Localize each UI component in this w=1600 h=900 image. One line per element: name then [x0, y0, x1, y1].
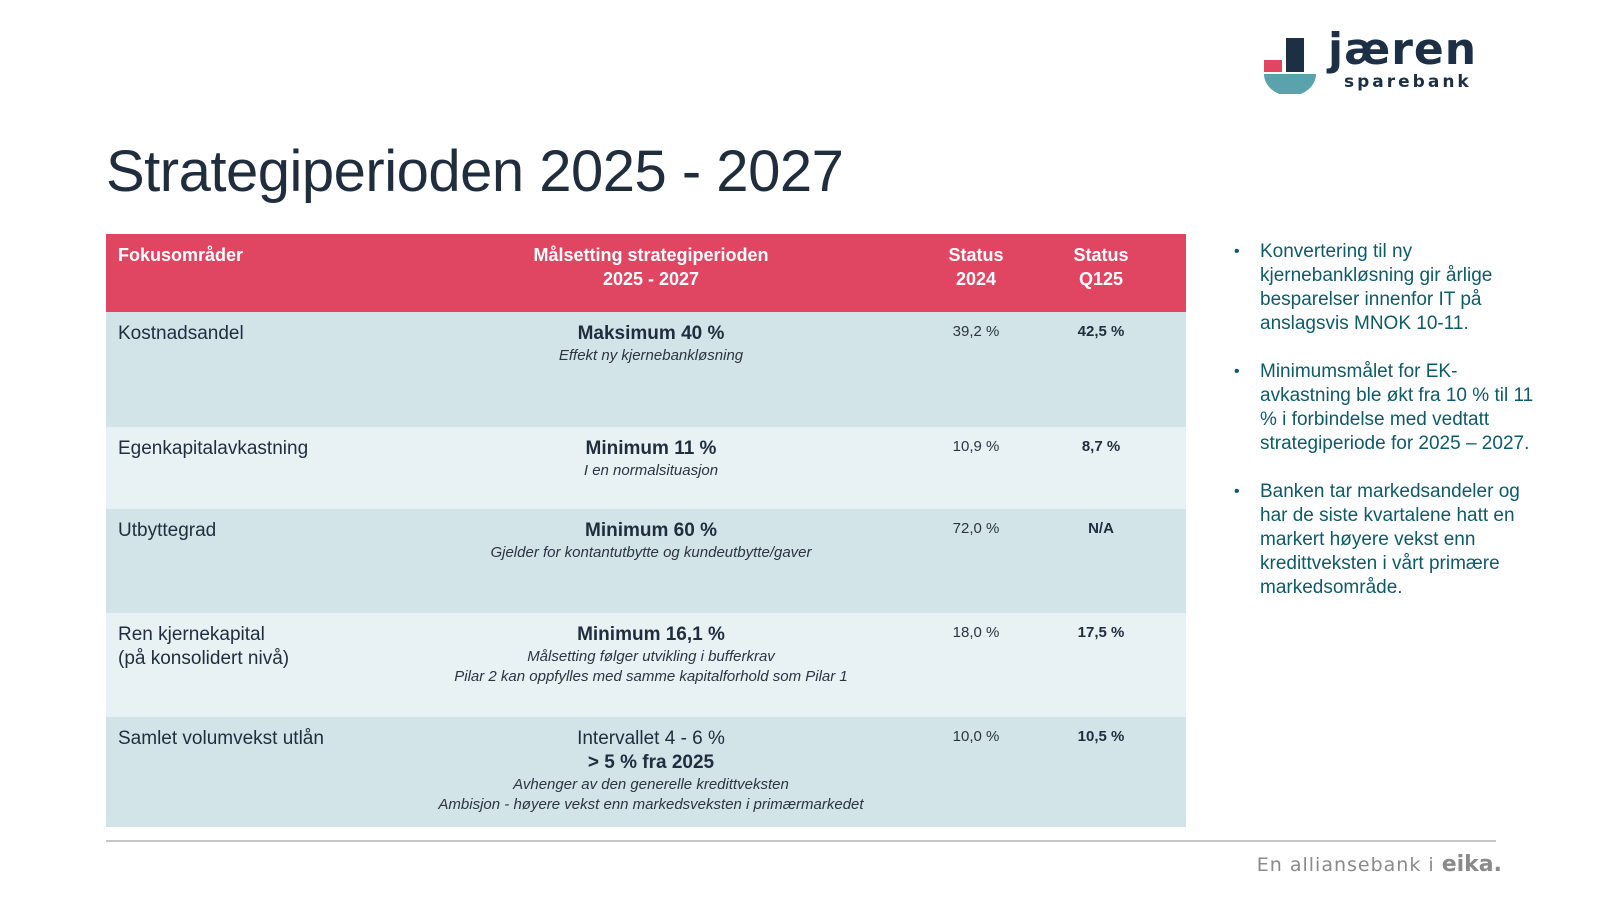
bullet-item: • Konvertering til ny kjernebankløsning … — [1234, 240, 1534, 336]
row-focus-cell: Ren kjernekapital (på konsolidert nivå) — [118, 613, 418, 671]
header-status-2024-line1: Status — [948, 245, 1004, 265]
row-status-q125: 42,5 % — [1077, 323, 1125, 340]
row-status-2024-cell: 10,9 % — [916, 427, 1036, 457]
header-focus-label: Fokusområder — [118, 245, 244, 265]
row-status-2024: 18,0 % — [952, 624, 1000, 641]
table-row: Utbyttegrad Minimum 60 % Gjelder for kon… — [106, 509, 1186, 613]
row-status-2024: 72,0 % — [952, 520, 1000, 537]
row-goal-plain: Intervallet 4 - 6 % — [577, 728, 725, 749]
bullet-text: Minimumsmålet for EK-avkastning ble økt … — [1260, 361, 1534, 454]
page-title: Strategiperioden 2025 - 2027 — [106, 139, 844, 204]
row-goal-sub: Gjelder for kontantutbytte og kundeutbyt… — [490, 544, 812, 561]
row-goal-main: Minimum 16,1 % — [577, 624, 725, 645]
table-row: Samlet volumvekst utlån Intervallet 4 - … — [106, 717, 1186, 827]
header-goal-line2: 2025 - 2027 — [602, 269, 700, 289]
footer-alliance: En alliansebank i eika. — [1257, 852, 1502, 877]
row-goal-sub-2: Pilar 2 kan oppfylles med samme kapitalf… — [454, 668, 848, 685]
row-focus-cell: Samlet volumvekst utlån — [118, 717, 418, 751]
row-status-2024: 39,2 % — [952, 323, 1000, 340]
row-focus-cell: Kostnadsandel — [118, 312, 418, 346]
header-status-2024-line2: 2024 — [955, 269, 997, 289]
row-goal-cell: Minimum 16,1 % Målsetting følger utvikli… — [406, 613, 896, 687]
header-status-q125-line2: Q125 — [1078, 269, 1124, 289]
table-header: Fokusområder Målsetting strategiperioden… — [106, 234, 1186, 312]
bullet-list: • Konvertering til ny kjernebankløsning … — [1234, 240, 1534, 624]
bullet-text: Konvertering til ny kjernebankløsning gi… — [1260, 241, 1493, 334]
row-goal-sub: Effekt ny kjernebankløsning — [558, 347, 744, 364]
logo-subtitle: sparebank — [1344, 72, 1472, 92]
footer-divider — [106, 840, 1496, 842]
logo-wordmark: jæren — [1328, 24, 1478, 75]
row-status-2024: 10,0 % — [952, 728, 1000, 745]
row-goal-sub: I en normalsituasjon — [583, 462, 719, 479]
bullet-dot-icon: • — [1234, 243, 1240, 260]
row-status-q125: N/A — [1088, 520, 1114, 537]
row-goal-main: Minimum 11 % — [585, 438, 717, 459]
row-status-q125-cell: 17,5 % — [1041, 613, 1161, 643]
row-focus: Ren kjernekapital (på konsolidert nivå) — [118, 624, 290, 669]
footer-text: En alliansebank i — [1256, 854, 1435, 876]
bullet-dot-icon: • — [1234, 363, 1240, 380]
jaeren-sparebank-logo: jæren sparebank — [1260, 24, 1510, 96]
bullet-dot-icon: • — [1234, 483, 1240, 500]
strategy-table: Fokusområder Målsetting strategiperioden… — [106, 234, 1186, 827]
row-status-2024-cell: 18,0 % — [916, 613, 1036, 643]
row-status-q125-cell: 8,7 % — [1041, 427, 1161, 457]
row-goal-sub: Målsetting følger utvikling i bufferkrav — [527, 648, 775, 665]
row-focus: Utbyttegrad — [118, 520, 217, 541]
row-goal-cell: Minimum 60 % Gjelder for kontantutbytte … — [406, 509, 896, 563]
row-goal-sub: Avhenger av den generelle kredittveksten — [513, 776, 789, 793]
row-status-q125: 8,7 % — [1081, 438, 1121, 455]
header-focus: Fokusområder — [118, 234, 418, 267]
header-status-q125-line1: Status — [1073, 245, 1129, 265]
row-status-q125: 10,5 % — [1077, 728, 1125, 745]
row-focus-cell: Utbyttegrad — [118, 509, 418, 543]
row-goal-cell: Maksimum 40 % Effekt ny kjernebankløsnin… — [406, 312, 896, 366]
row-goal-cell: Minimum 11 % I en normalsituasjon — [406, 427, 896, 481]
header-goal-line1: Målsetting strategiperioden — [533, 245, 769, 265]
logo-mark-icon — [1264, 38, 1316, 94]
row-status-q125-cell: 10,5 % — [1041, 717, 1161, 747]
row-status-q125-cell: 42,5 % — [1041, 312, 1161, 342]
row-status-2024-cell: 10,0 % — [916, 717, 1036, 747]
row-focus: Samlet volumvekst utlån — [118, 728, 324, 749]
table-row: Egenkapitalavkastning Minimum 11 % I en … — [106, 427, 1186, 509]
header-status-2024: Status 2024 — [916, 234, 1036, 291]
row-goal-main: Maksimum 40 % — [577, 323, 725, 344]
row-focus: Egenkapitalavkastning — [118, 438, 309, 459]
row-status-2024: 10,9 % — [952, 438, 1000, 455]
row-goal-main: > 5 % fra 2025 — [587, 752, 715, 773]
header-status-q125: Status Q125 — [1041, 234, 1161, 291]
row-status-2024-cell: 72,0 % — [916, 509, 1036, 539]
table-row: Kostnadsandel Maksimum 40 % Effekt ny kj… — [106, 312, 1186, 427]
row-goal-cell: Intervallet 4 - 6 % > 5 % fra 2025 Avhen… — [406, 717, 896, 815]
header-goal: Målsetting strategiperioden 2025 - 2027 — [406, 234, 896, 291]
row-status-q125: 17,5 % — [1077, 624, 1125, 641]
row-focus-cell: Egenkapitalavkastning — [118, 427, 418, 461]
bullet-item: • Banken tar markedsandeler og har de si… — [1234, 480, 1534, 600]
eika-logo: eika. — [1441, 852, 1502, 877]
bullet-text: Banken tar markedsandeler og har de sist… — [1260, 481, 1520, 598]
row-status-q125-cell: N/A — [1041, 509, 1161, 539]
row-goal-main: Minimum 60 % — [585, 520, 717, 541]
table-row: Ren kjernekapital (på konsolidert nivå) … — [106, 613, 1186, 717]
row-goal-sub-2: Ambisjon - høyere vekst enn markedsvekst… — [438, 796, 864, 813]
bullet-item: • Minimumsmålet for EK-avkastning ble øk… — [1234, 360, 1534, 456]
row-focus: Kostnadsandel — [118, 323, 244, 344]
row-status-2024-cell: 39,2 % — [916, 312, 1036, 342]
